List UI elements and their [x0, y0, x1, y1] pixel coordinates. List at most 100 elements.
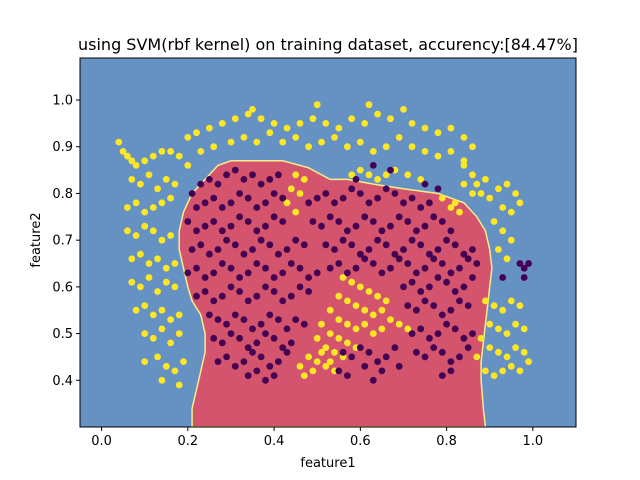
data-point	[395, 213, 403, 221]
data-point	[460, 334, 468, 342]
data-point	[305, 274, 312, 281]
data-point	[167, 148, 175, 155]
data-point	[158, 236, 166, 244]
data-point	[400, 246, 407, 253]
data-point	[128, 255, 136, 263]
data-point	[171, 367, 179, 375]
data-point	[382, 353, 390, 361]
data-point	[279, 194, 287, 202]
data-point	[188, 190, 196, 197]
data-point	[395, 362, 403, 370]
data-point	[322, 344, 330, 351]
data-point	[456, 264, 463, 272]
data-point	[408, 330, 416, 337]
data-point	[266, 176, 274, 183]
data-point	[257, 353, 265, 361]
data-point	[322, 120, 330, 127]
plot-area	[79, 57, 577, 428]
data-point	[218, 227, 226, 235]
data-point	[313, 334, 321, 342]
data-point	[344, 143, 351, 151]
data-point	[223, 353, 231, 361]
data-point	[292, 134, 300, 141]
data-point	[270, 334, 278, 342]
data-point	[520, 348, 528, 356]
data-point	[369, 260, 377, 267]
data-point	[512, 320, 519, 328]
data-point	[270, 288, 278, 295]
data-point	[331, 348, 338, 356]
data-point	[348, 353, 356, 361]
data-point	[244, 194, 252, 202]
data-point	[218, 292, 226, 300]
data-point	[292, 316, 300, 323]
data-point	[124, 204, 131, 211]
data-point	[305, 199, 312, 207]
data-point	[175, 381, 183, 389]
data-point	[227, 283, 235, 291]
data-point	[477, 334, 485, 342]
x-axis-label: feature1	[300, 456, 355, 471]
data-point	[305, 288, 312, 295]
data-point	[413, 348, 420, 356]
data-point	[361, 120, 369, 127]
data-point	[486, 320, 494, 328]
data-point	[352, 302, 360, 309]
data-point	[124, 227, 131, 235]
data-point	[309, 367, 317, 375]
data-point	[193, 292, 200, 300]
data-point	[447, 367, 455, 375]
data-point	[313, 101, 321, 109]
data-point	[499, 274, 507, 281]
data-point	[369, 376, 377, 384]
data-point	[352, 222, 360, 230]
data-point	[352, 325, 360, 333]
data-point	[141, 208, 149, 216]
data-point	[339, 194, 347, 202]
data-point	[236, 274, 244, 281]
data-point	[369, 330, 377, 337]
data-point	[331, 199, 338, 207]
data-point	[447, 306, 455, 314]
data-point	[421, 297, 429, 305]
data-point	[184, 134, 192, 141]
data-point	[331, 134, 338, 141]
data-point	[283, 325, 291, 333]
data-point	[348, 115, 356, 123]
data-point	[270, 120, 278, 127]
data-point	[387, 222, 394, 230]
data-point	[322, 241, 330, 249]
data-point	[447, 227, 455, 235]
data-point	[434, 330, 442, 337]
data-point	[141, 222, 149, 230]
data-point	[451, 241, 459, 249]
data-point	[132, 306, 140, 314]
data-point	[218, 204, 226, 211]
data-point	[378, 227, 386, 235]
data-point	[249, 171, 256, 179]
y-tick-label: 0.9	[52, 140, 73, 155]
data-point	[469, 246, 476, 253]
data-point	[171, 180, 179, 188]
y-tick-label: 0.8	[52, 187, 73, 202]
data-point	[387, 316, 394, 323]
data-point	[382, 297, 390, 305]
data-point	[516, 367, 524, 375]
data-point	[158, 325, 166, 333]
data-point	[296, 283, 304, 291]
data-point	[223, 320, 231, 328]
data-point	[236, 288, 244, 295]
data-point	[141, 358, 149, 365]
data-point	[193, 129, 200, 137]
data-point	[438, 311, 446, 319]
data-point	[356, 250, 364, 258]
data-point	[451, 325, 459, 333]
data-point	[249, 106, 256, 113]
data-point	[318, 348, 325, 356]
data-point	[210, 143, 218, 151]
data-point	[197, 180, 205, 188]
data-point	[382, 171, 390, 179]
data-point	[490, 302, 498, 309]
data-point	[400, 106, 407, 113]
data-point	[348, 241, 356, 249]
